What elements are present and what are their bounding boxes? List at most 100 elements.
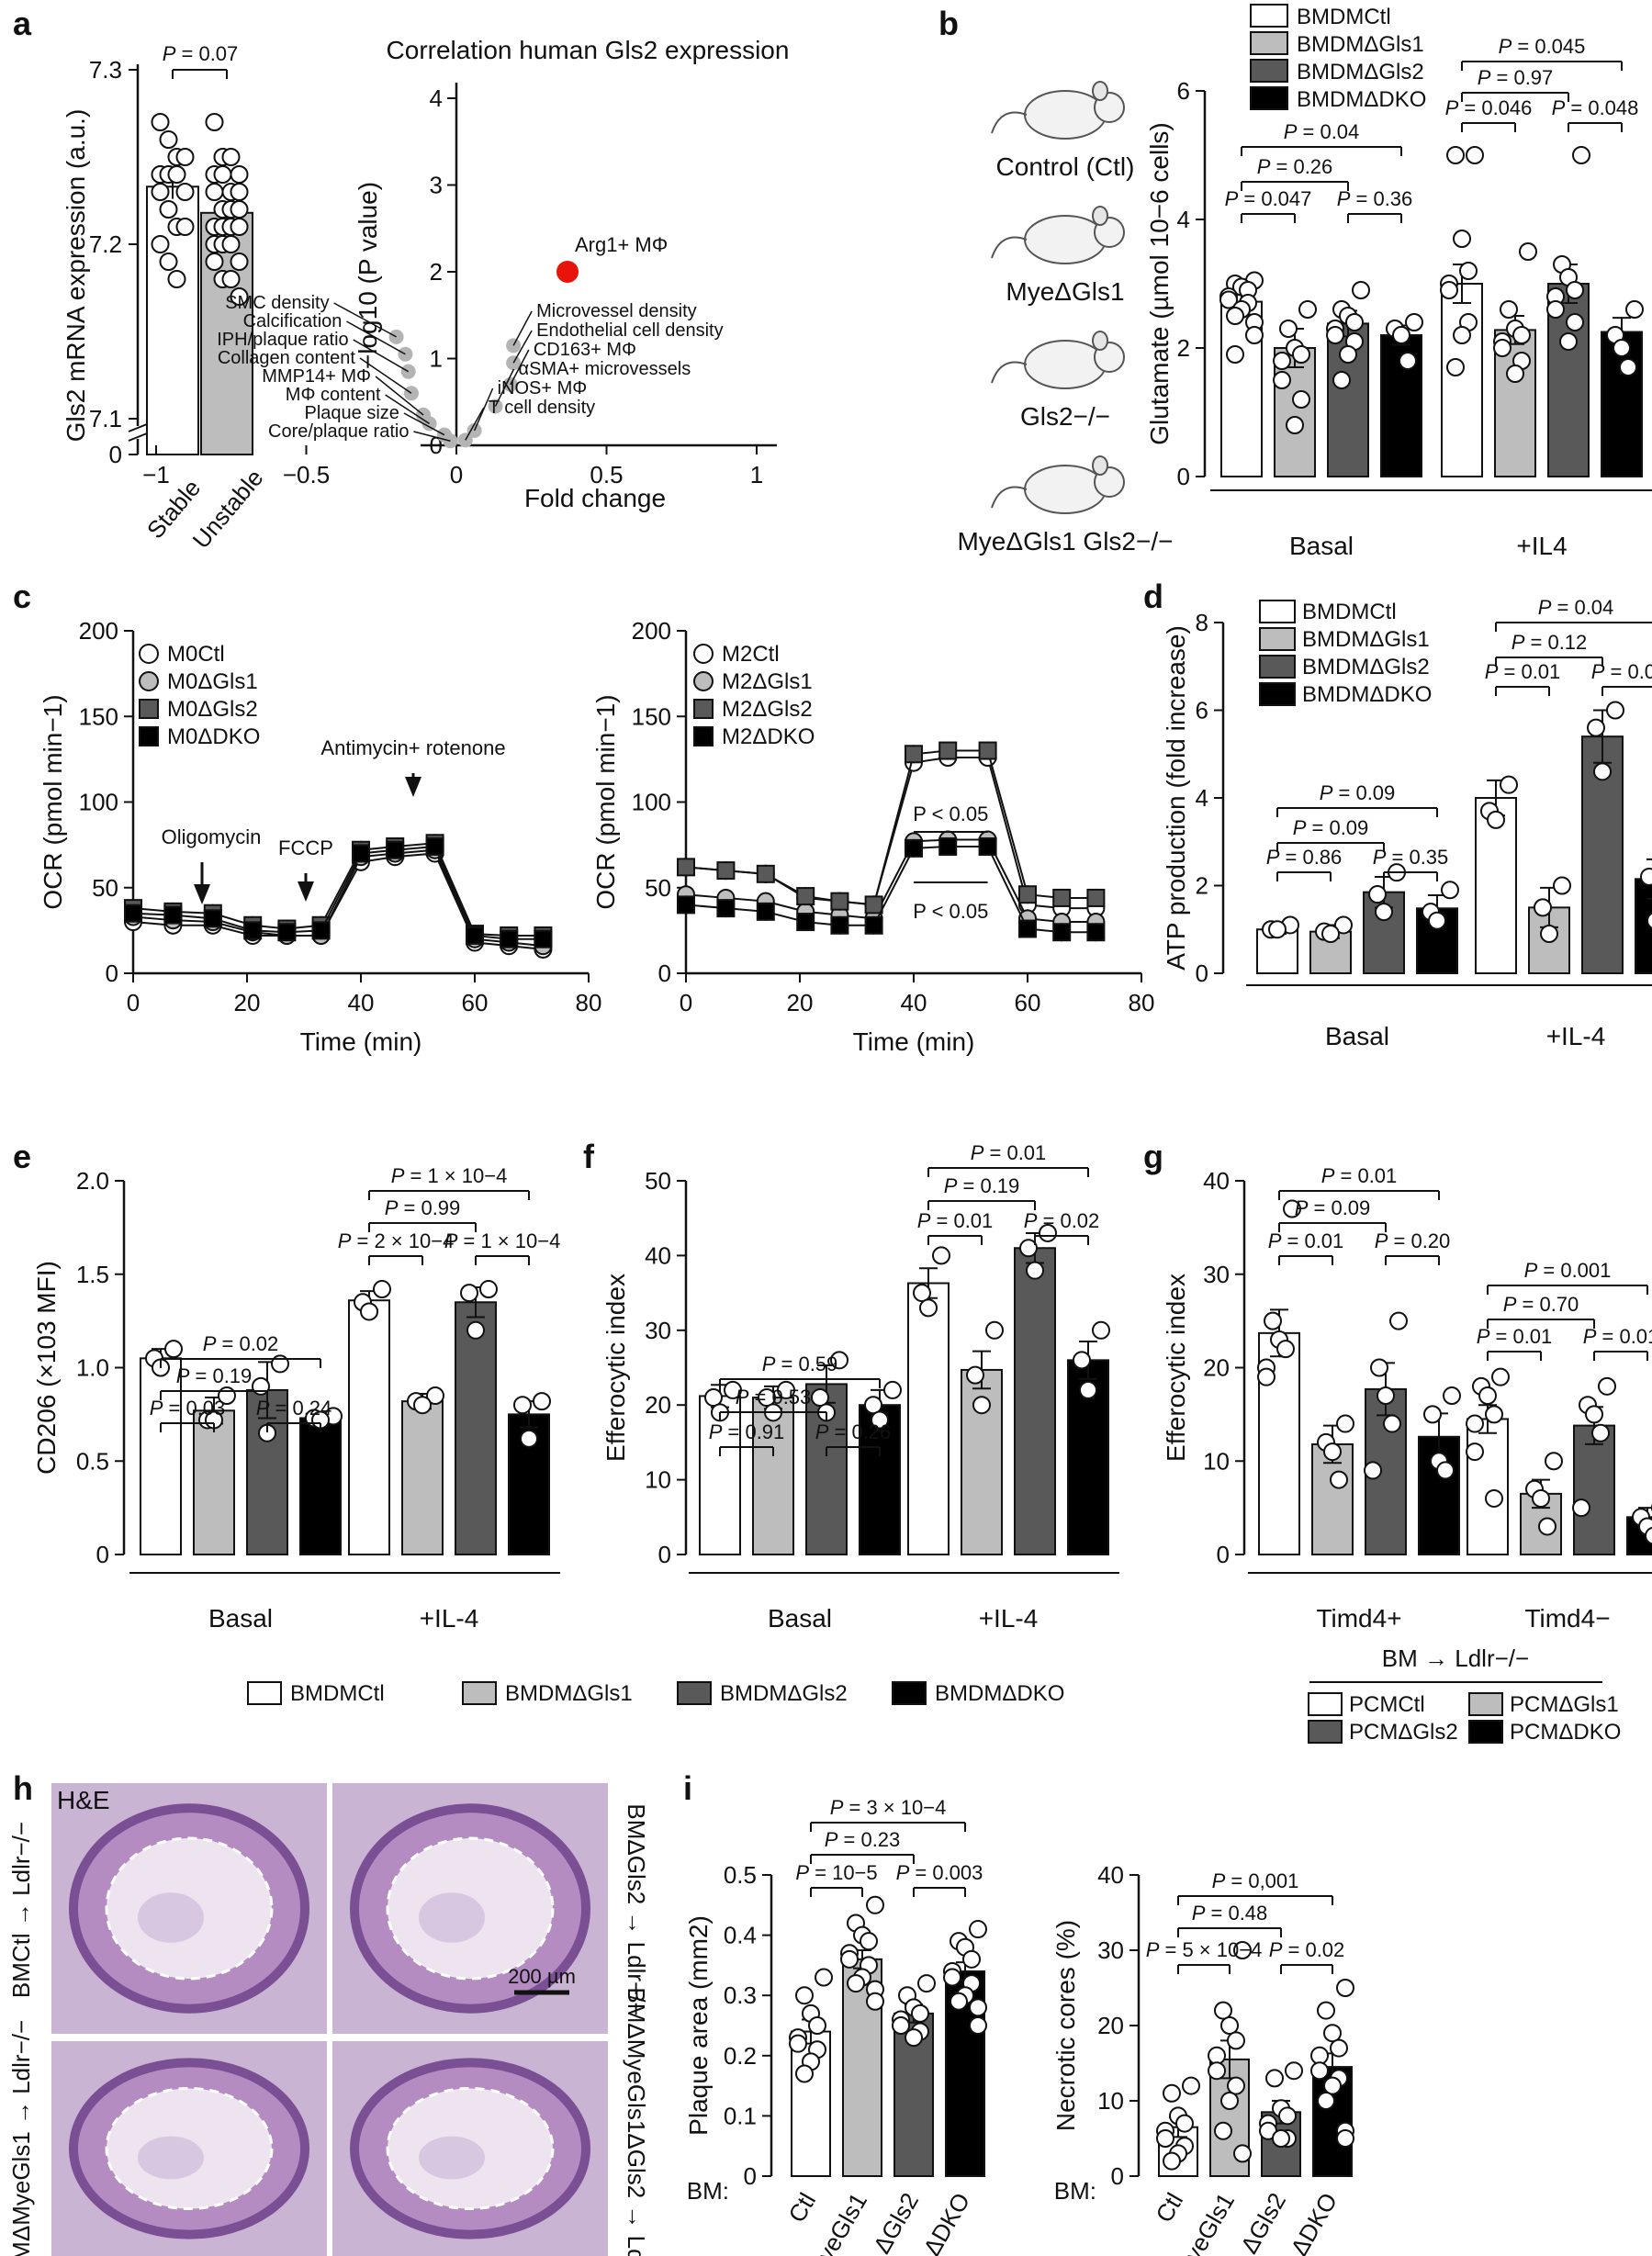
data-point [277, 923, 297, 942]
data-point [1538, 1517, 1556, 1536]
bar [140, 1357, 182, 1555]
point-label: Endothelial cell density [536, 320, 723, 341]
bar [1014, 1247, 1056, 1555]
p-value-label-p: P [944, 1174, 958, 1197]
axis-break [128, 432, 148, 442]
bar [1573, 1424, 1615, 1555]
data-point [938, 836, 958, 856]
data-point [905, 745, 923, 764]
data-point [221, 270, 241, 288]
x-tick-label: −1 [142, 461, 170, 488]
leader-line [413, 431, 451, 443]
p-value-label-p: P [1266, 846, 1280, 869]
x-tick-label: 80 [1129, 989, 1155, 1016]
p-value-label-rest: = 0.23 [837, 1828, 900, 1851]
data-point [230, 183, 249, 201]
p-value-label: P = 0.48 [1192, 1902, 1268, 1925]
legend-swatch [1250, 4, 1288, 28]
data-point [124, 904, 142, 923]
panel-letter-e: e [13, 1138, 31, 1175]
data-point [1500, 775, 1518, 794]
x-tick-label: 0 [680, 989, 692, 1016]
y-tick-label: 0 [106, 960, 118, 987]
legend-label: PCMCtl [1349, 1692, 1425, 1717]
p-value-label-rest: = 0.36 [1350, 187, 1412, 210]
data-point [1339, 345, 1357, 364]
p-value-label: P = 0.01 [1591, 660, 1652, 683]
leader-line [494, 368, 515, 407]
data-point [830, 892, 849, 911]
legend-label: PCMΔGls2 [1349, 1720, 1458, 1745]
data-point [205, 183, 224, 201]
p-value-label: P = 0.23 [825, 1828, 901, 1851]
data-point [1566, 313, 1584, 331]
data-point [1389, 1311, 1408, 1330]
legend-swatch [1259, 600, 1296, 623]
axis-break [128, 423, 148, 432]
data-point [1265, 2069, 1284, 2088]
data-point [167, 270, 186, 288]
p-value-label: P = 1 × 10−4 [391, 1164, 508, 1187]
y-tick-label: 0 [1196, 960, 1208, 987]
p-value-label-rest: = 0.01 [1334, 1164, 1397, 1187]
data-point [796, 913, 815, 932]
data-point [1323, 2076, 1342, 2095]
legend-swatch [1308, 1692, 1343, 1716]
y-tick-label: 7.3 [89, 56, 122, 84]
data-point [1257, 1367, 1276, 1386]
legend-swatch [1259, 627, 1296, 651]
chart-c1: 0 50 100 150 200 0 20 40 60 80 Time (min) OCR (pmol… [39, 617, 601, 1056]
data-point [479, 1280, 498, 1299]
significance-label: P < 0.05 [913, 803, 988, 825]
data-point [230, 165, 249, 184]
data-point [1317, 2001, 1335, 2020]
point-label: Collagen content [218, 348, 356, 368]
mouse-tail [991, 361, 1028, 384]
y-tick-label: 2 [1196, 872, 1208, 900]
data-point [1336, 2129, 1354, 2148]
leader-line [403, 412, 445, 436]
data-point [1182, 2076, 1200, 2095]
p-value-label-rest: = 0.045 [1512, 35, 1585, 58]
y-axis-label: Plaque area (mm2) [684, 1915, 713, 2136]
y-tick-label: 200 [79, 617, 118, 645]
data-point [1377, 1386, 1395, 1406]
panel-letter-d: d [1143, 578, 1163, 615]
data-point [1019, 1239, 1038, 1258]
data-point [978, 836, 997, 856]
data-point [811, 1388, 829, 1408]
data-point [724, 1380, 742, 1399]
p-value-label: P = 10−5 [795, 1861, 877, 1884]
p-value-label-p: P [1445, 96, 1459, 119]
data-point [840, 1949, 859, 1969]
y-tick-label: 30 [1203, 1261, 1230, 1288]
data-point [830, 1351, 848, 1370]
data-point [1436, 1461, 1455, 1480]
data-point [175, 148, 195, 166]
data-point [1220, 2016, 1239, 2035]
data-point [905, 2028, 923, 2048]
data-point [1368, 885, 1387, 904]
data-point [1619, 358, 1637, 376]
data-point [985, 1320, 1004, 1340]
data-point [1086, 923, 1106, 942]
x-tick-label: 1 [750, 461, 763, 488]
category-label: ΔDKO [917, 2188, 975, 2256]
p-value-label-rest: = 0.97 [1490, 66, 1553, 89]
data-point [1364, 1461, 1382, 1480]
p-value-label-p: P [338, 1229, 352, 1252]
data-point [1405, 313, 1423, 331]
p-value-label-rest: = 0.35 [1386, 846, 1448, 869]
data-point [533, 1392, 551, 1411]
data-point [1086, 888, 1106, 907]
p-value-label: P = 0.86 [1266, 846, 1343, 869]
point-label: MMP14+ MΦ [262, 366, 371, 387]
p-value-label-rest: = 0.046 [1458, 96, 1532, 119]
point-label: Calcification [243, 311, 343, 331]
data-point [938, 741, 958, 760]
data-point [151, 183, 170, 201]
p-value-label: P = 0.01 [971, 1141, 1047, 1164]
category-prefix: BM: [1054, 2177, 1096, 2205]
y-tick-label: 0 [1177, 463, 1190, 490]
